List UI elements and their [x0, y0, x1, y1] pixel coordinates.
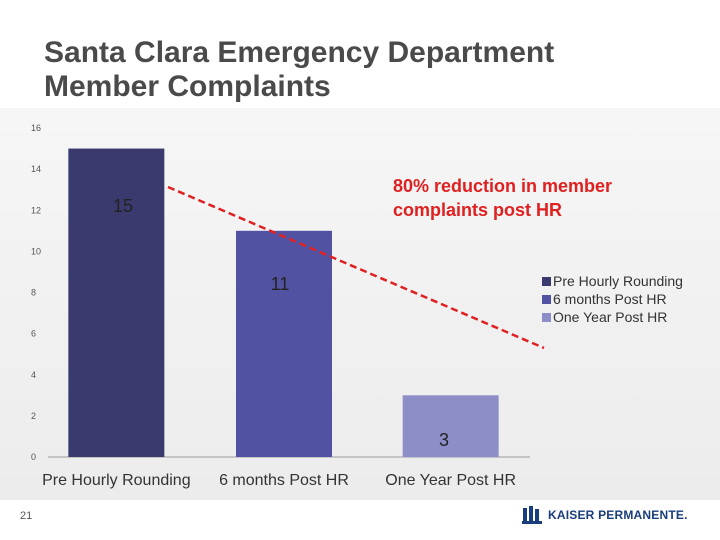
title-line-2: Member Complaints	[44, 70, 331, 103]
y-tick-label: 12	[31, 205, 41, 215]
y-tick-label: 4	[31, 370, 36, 380]
logo-text: KAISER PERMANENTE.	[548, 508, 688, 522]
page-number: 21	[20, 510, 33, 522]
title-line-1: Santa Clara Emergency Department	[44, 36, 555, 69]
y-tick-label: 2	[31, 411, 36, 421]
bar-2	[236, 230, 332, 457]
data-label-2: 11	[271, 274, 290, 294]
legend-swatch-2	[542, 295, 551, 304]
legend-entry: Pre Hourly Rounding	[553, 273, 683, 289]
x-category-label: One Year Post HR	[385, 472, 516, 489]
slide-title: Santa Clara Emergency Department Member …	[44, 36, 554, 104]
y-tick-label: 0	[31, 452, 36, 462]
x-category-label: 6 months Post HR	[219, 472, 349, 489]
legend-entry: 6 months Post HR	[553, 291, 667, 307]
annotation-line-2: complaints post HR	[393, 200, 562, 220]
trend-line	[167, 185, 545, 350]
y-tick-label: 16	[31, 123, 41, 133]
annotation-line-1: 80% reduction in member	[393, 176, 612, 196]
chart-panel: 0 2 4 6 8 10 12 14 16 Pre Hourly Rounding 6 months…	[0, 108, 720, 500]
y-tick-label: 10	[31, 246, 41, 256]
kaiser-permanente-logo-icon	[522, 506, 542, 524]
x-category-label: Pre Hourly Rounding	[42, 472, 191, 489]
data-label-1: 15	[113, 196, 133, 216]
bar-3	[402, 395, 499, 457]
y-tick-label: 8	[31, 288, 36, 298]
kaiser-permanente-logo: KAISER PERMANENTE.	[522, 506, 688, 524]
legend-swatch-1	[542, 277, 551, 286]
bar-chart: 0 2 4 6 8 10 12 14 16 Pre Hourly Rounding 6 months…	[31, 123, 683, 489]
data-label-3: 3	[439, 430, 449, 450]
legend-entry: One Year Post HR	[553, 309, 667, 325]
y-tick-label: 6	[31, 329, 36, 339]
bar-1	[68, 148, 165, 457]
y-tick-label: 14	[31, 164, 41, 174]
legend-swatch-3	[542, 313, 551, 322]
